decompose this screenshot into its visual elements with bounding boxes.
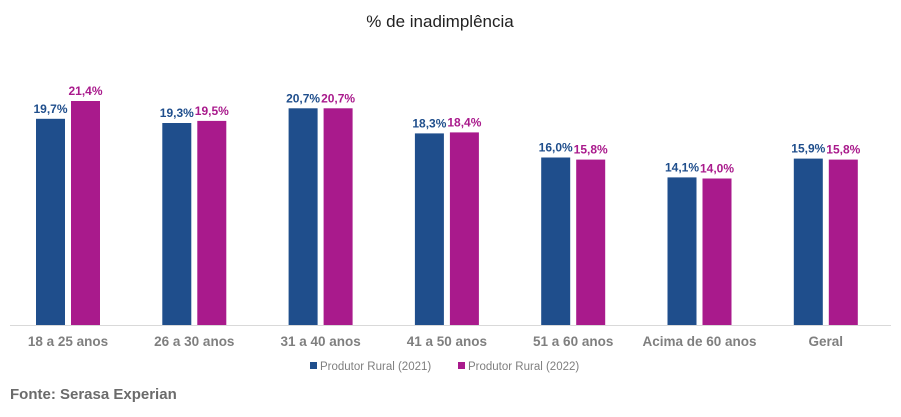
chart-title: % de inadimplência [366,12,514,31]
bar-2022-6 [828,159,858,325]
legend: Produtor Rural (2021) Produtor Rural (202… [310,361,579,373]
category-label-3: 41 a 50 anos [407,334,487,349]
data-label-2021-0: 19,7% [33,102,67,116]
legend-label-1: Produtor Rural (2022) [468,361,579,373]
data-label-2022-4: 15,8% [574,143,608,157]
data-label-2021-1: 19,3% [160,106,194,120]
category-label-2: 31 a 40 anos [280,334,360,349]
legend-swatch-0 [310,362,317,369]
bar-2022-0 [71,101,100,325]
bars-group: 19,7%21,4% 18 a 25 anos 19,3% 19,5% 26 a 30 … [28,84,861,349]
data-label-2022-1: 19,5% [195,104,229,118]
category-label-0: 18 a 25 anos [28,334,108,349]
category-label-1: 26 a 30 anos [154,334,234,349]
source-note: Fonte: Serasa Experian [10,386,177,403]
category-label-4: 51 a 60 anos [533,334,613,349]
data-label-2022-2: 20,7% [321,91,355,105]
bar-2022-3 [449,132,479,325]
data-label-2021-6: 15,9% [791,142,825,156]
category-label-6: Geral [809,334,844,349]
bar-2021-2 [288,108,318,325]
bar-2021-1 [162,123,192,325]
data-label-2021-2: 20,7% [286,91,320,105]
legend-swatch-1 [458,362,465,369]
bar-2022-1 [197,120,227,326]
bar-2021-3 [414,133,444,325]
bar-2021-4 [541,157,571,325]
data-label-2021-3: 18,3% [412,116,446,130]
bar-2022-2 [323,108,353,325]
data-label-2022-6: 15,8% [826,143,860,157]
data-label-2022-0: 21,4% [68,84,102,98]
bar-2021-5 [667,177,697,325]
data-label-2021-4: 16,0% [539,141,573,155]
legend-label-0: Produtor Rural (2021) [320,361,431,373]
bar-2021-0 [36,118,65,325]
data-label-2021-5: 14,1% [665,160,699,174]
category-label-5: Acima de 60 anos [642,334,756,349]
bar-2022-5 [702,178,732,325]
bar-2022-4 [576,159,606,325]
bar-2021-6 [793,158,823,325]
data-label-2022-5: 14,0% [700,162,734,176]
data-label-2022-3: 18,4% [447,115,481,129]
